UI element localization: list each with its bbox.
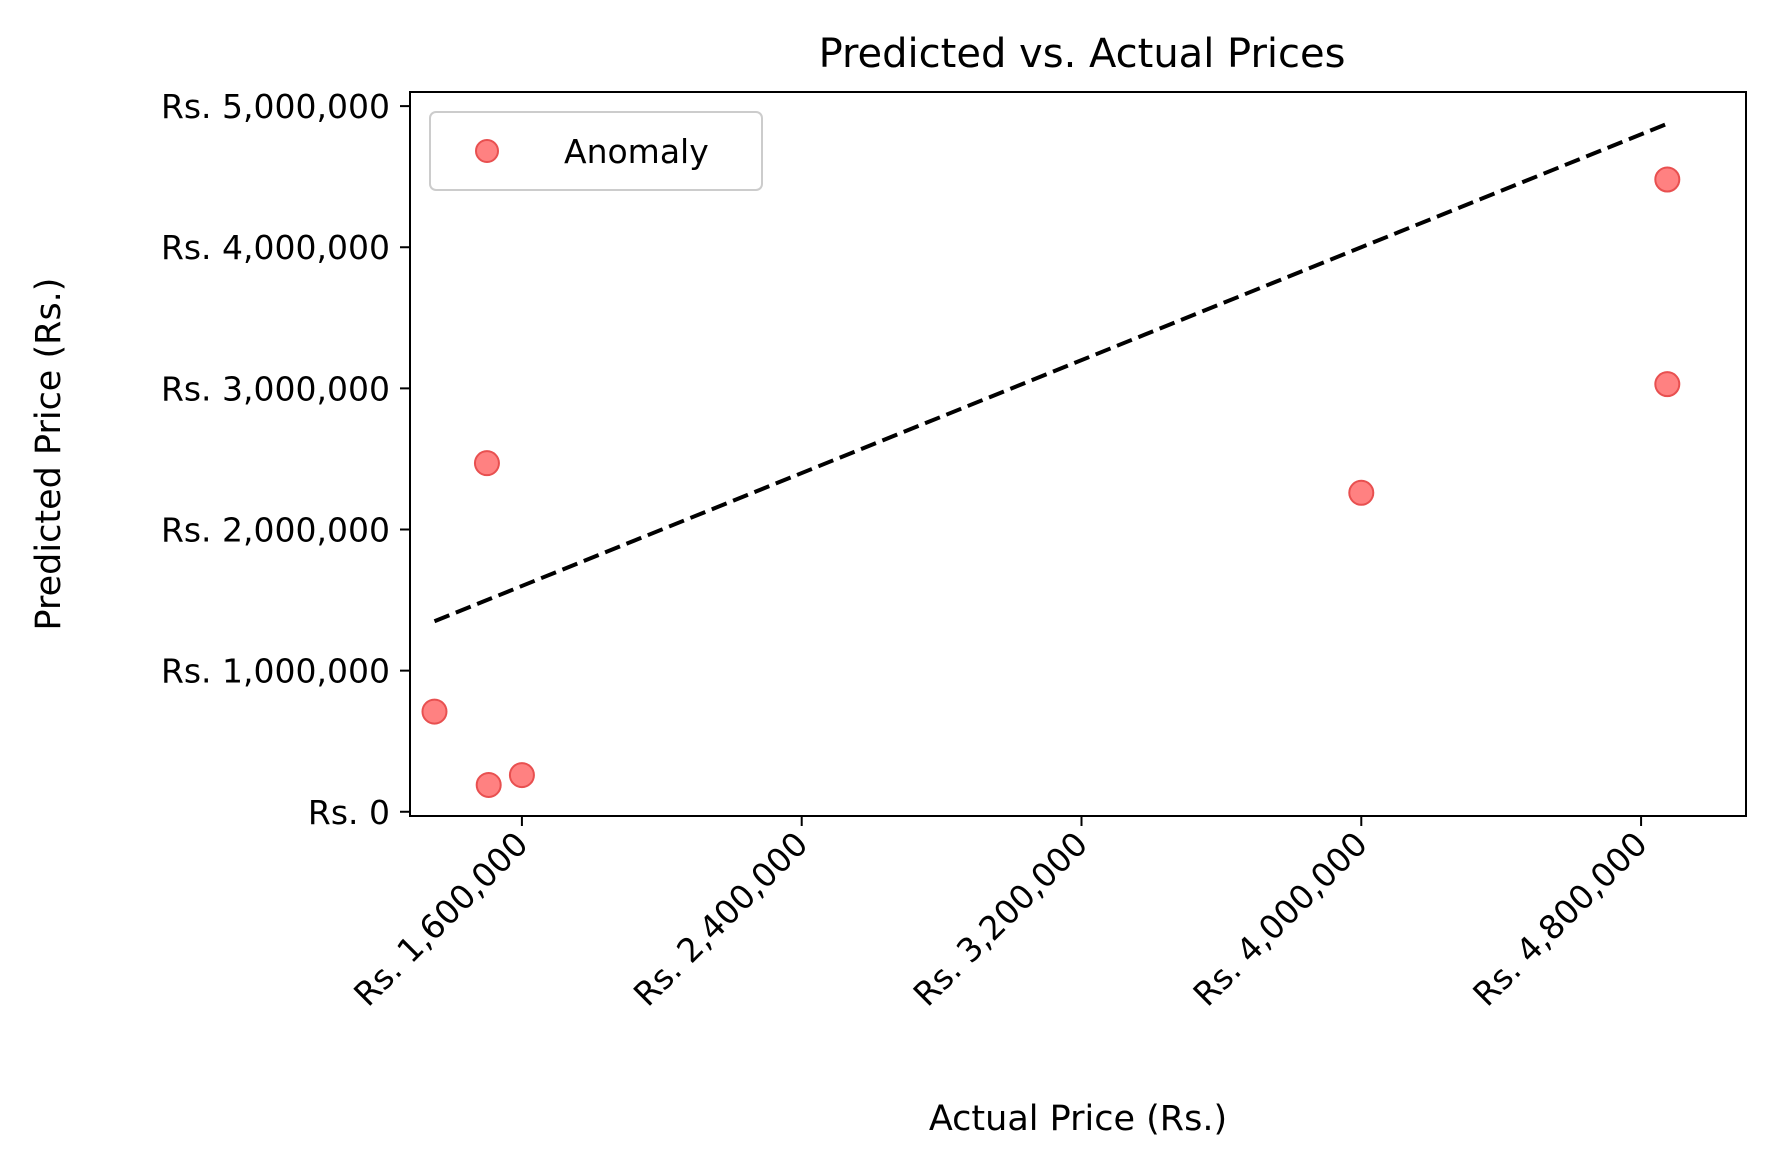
plot-frame (409, 91, 1747, 817)
scatter-point-anomaly-3 (508, 762, 535, 789)
y-tick-label-0: Rs. 0 (308, 793, 390, 832)
y-tick-label-3: Rs. 3,000,000 (161, 369, 390, 408)
scatter-point-anomaly-0 (421, 698, 448, 725)
y-axis: Rs. 0 Rs. 1,000,000 Rs. 2,000,000 Rs. 3,000… (161, 87, 410, 832)
scatter-point-anomaly-5 (1654, 166, 1681, 193)
legend-marker-anomaly (475, 139, 499, 163)
plot-marks (421, 121, 1681, 798)
reference-line-dashed (433, 121, 1669, 624)
y-tick-label-2: Rs. 2,000,000 (161, 511, 390, 550)
scatter-point-anomaly-2 (475, 771, 502, 798)
chart-title: Predicted vs. Actual Prices (819, 31, 1346, 77)
y-axis-label: Predicted Price (Rs.) (29, 278, 69, 631)
scatter-point-anomaly-6 (1654, 371, 1681, 398)
scatter-point-anomaly-4 (1348, 479, 1375, 506)
scatter-point-anomaly-1 (473, 450, 500, 477)
y-tick-label-5: Rs. 5,000,000 (161, 87, 390, 126)
legend: Anomaly (429, 111, 763, 191)
legend-label-anomaly: Anomaly (564, 132, 709, 171)
legend-box (429, 111, 763, 191)
y-tick-label-4: Rs. 4,000,000 (161, 228, 390, 267)
y-tick-label-1: Rs. 1,000,000 (161, 652, 390, 691)
x-axis-label: Actual Price (Rs.) (929, 1099, 1227, 1139)
